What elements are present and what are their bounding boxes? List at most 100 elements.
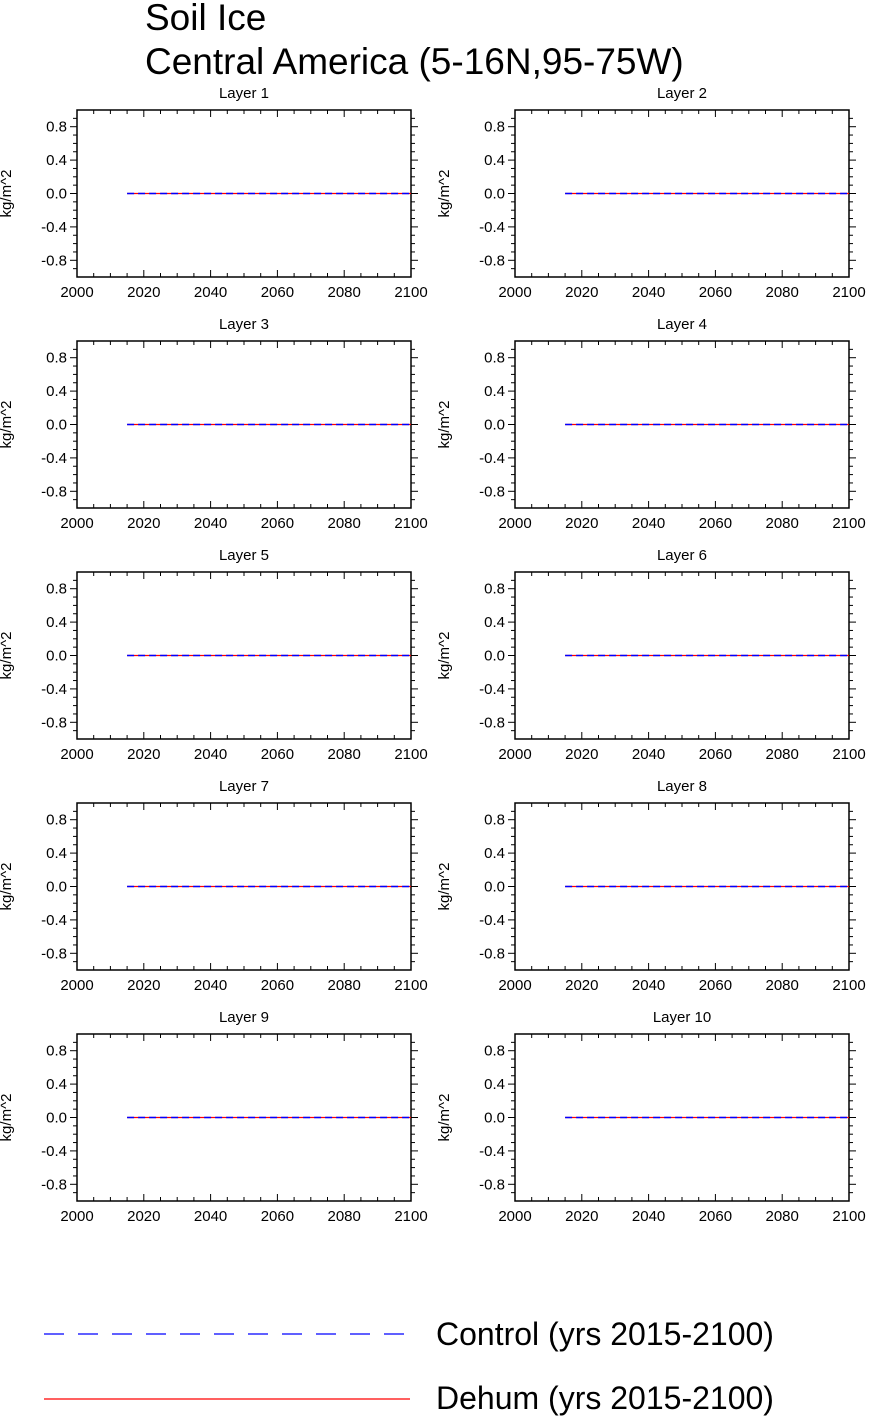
x-tick-label: 2100 xyxy=(832,1208,865,1225)
panel-3: 2000 2020 2040 2060 2080 2100 0.8 0.4 0.0 -0.4 -0.… xyxy=(0,316,428,532)
x-tick-label: 2040 xyxy=(194,977,227,994)
x-tick-label: 2060 xyxy=(699,1208,732,1225)
y-tick-label: 0.0 xyxy=(46,186,67,203)
x-tick-label: 2040 xyxy=(632,746,665,763)
x-tick-label: 2000 xyxy=(498,746,531,763)
x-tick-label: 2060 xyxy=(699,515,732,532)
y-tick-label: 0.8 xyxy=(484,581,505,598)
x-tick-label: 2020 xyxy=(565,284,598,301)
x-tick-label: 2080 xyxy=(328,1208,361,1225)
panel-title: Layer 2 xyxy=(657,85,707,102)
y-tick-label: -0.8 xyxy=(41,945,67,962)
panel-title: Layer 1 xyxy=(219,85,269,102)
y-tick-label: 0.0 xyxy=(484,648,505,665)
panel-1: 2000 2020 2040 2060 2080 2100 0.8 0.4 0.0 -0.4 -0.… xyxy=(0,85,428,301)
panel-7: 2000 2020 2040 2060 2080 2100 0.8 0.4 0.0 -0.4 -0.… xyxy=(0,778,428,994)
x-tick-label: 2060 xyxy=(261,746,294,763)
y-tick-label: -0.8 xyxy=(41,483,67,500)
legend-swatch-dehum xyxy=(44,1398,410,1400)
x-tick-label: 2080 xyxy=(328,977,361,994)
x-tick-label: 2040 xyxy=(194,746,227,763)
x-tick-label: 2100 xyxy=(394,515,427,532)
y-tick-label: 0.0 xyxy=(484,417,505,434)
y-axis-label: kg/m^2 xyxy=(436,1094,453,1142)
x-tick-label: 2000 xyxy=(60,1208,93,1225)
y-tick-label: 0.4 xyxy=(46,1076,67,1093)
y-tick-label: -0.8 xyxy=(479,252,505,269)
panel-6: 2000 2020 2040 2060 2080 2100 0.8 0.4 0.0 -0.4 -0.… xyxy=(436,547,866,763)
x-tick-label: 2060 xyxy=(261,284,294,301)
x-tick-label: 2040 xyxy=(632,1208,665,1225)
x-tick-label: 2100 xyxy=(394,977,427,994)
y-tick-label: -0.8 xyxy=(479,714,505,731)
panel-title: Layer 6 xyxy=(657,547,707,564)
y-tick-label: -0.8 xyxy=(479,945,505,962)
y-axis-label: kg/m^2 xyxy=(436,401,453,449)
panel-9: 2000 2020 2040 2060 2080 2100 0.8 0.4 0.0 -0.4 -0.… xyxy=(0,1009,428,1225)
y-tick-label: 0.0 xyxy=(46,417,67,434)
y-tick-label: 0.0 xyxy=(46,648,67,665)
panel-10: 2000 2020 2040 2060 2080 2100 0.8 0.4 0.0 -0.4 -0.… xyxy=(436,1009,866,1225)
x-tick-label: 2020 xyxy=(565,746,598,763)
panel-4: 2000 2020 2040 2060 2080 2100 0.8 0.4 0.0 -0.4 -0.… xyxy=(436,316,866,532)
panel-2: 2000 2020 2040 2060 2080 2100 0.8 0.4 0.0 -0.4 -0.… xyxy=(436,85,866,301)
x-tick-label: 2000 xyxy=(60,284,93,301)
panel-title: Layer 8 xyxy=(657,778,707,795)
x-tick-label: 2060 xyxy=(261,515,294,532)
panel-title: Layer 10 xyxy=(653,1009,711,1026)
y-tick-label: -0.4 xyxy=(479,450,505,467)
x-tick-label: 2000 xyxy=(60,746,93,763)
y-tick-label: 0.0 xyxy=(484,879,505,896)
y-axis-label: kg/m^2 xyxy=(436,170,453,218)
y-axis-label: kg/m^2 xyxy=(0,170,15,218)
y-tick-label: -0.4 xyxy=(41,1143,67,1160)
x-tick-label: 2080 xyxy=(766,284,799,301)
y-tick-label: -0.8 xyxy=(41,252,67,269)
x-tick-label: 2020 xyxy=(565,977,598,994)
y-tick-label: 0.4 xyxy=(46,152,67,169)
y-tick-label: -0.4 xyxy=(479,912,505,929)
x-tick-label: 2060 xyxy=(261,977,294,994)
x-tick-label: 2080 xyxy=(766,746,799,763)
y-axis-label: kg/m^2 xyxy=(436,632,453,680)
x-tick-label: 2100 xyxy=(832,746,865,763)
x-tick-label: 2040 xyxy=(194,515,227,532)
y-tick-label: -0.4 xyxy=(479,219,505,236)
figure-title: Soil Ice Central America (5-16N,95-75W) xyxy=(145,0,684,84)
x-tick-label: 2080 xyxy=(766,977,799,994)
y-tick-label: -0.8 xyxy=(479,1176,505,1193)
x-tick-label: 2060 xyxy=(699,284,732,301)
x-tick-label: 2000 xyxy=(498,284,531,301)
y-tick-label: -0.4 xyxy=(41,450,67,467)
x-tick-label: 2020 xyxy=(565,1208,598,1225)
x-tick-label: 2060 xyxy=(261,1208,294,1225)
panel-title: Layer 9 xyxy=(219,1009,269,1026)
x-tick-label: 2060 xyxy=(699,746,732,763)
x-tick-label: 2060 xyxy=(699,977,732,994)
x-tick-label: 2020 xyxy=(565,515,598,532)
y-tick-label: 0.8 xyxy=(46,581,67,598)
y-tick-label: 0.0 xyxy=(484,1110,505,1127)
x-tick-label: 2040 xyxy=(632,284,665,301)
x-tick-label: 2080 xyxy=(766,515,799,532)
legend-label-control: Control (yrs 2015-2100) xyxy=(436,1316,774,1352)
x-tick-label: 2100 xyxy=(394,1208,427,1225)
x-tick-label: 2080 xyxy=(328,515,361,532)
y-tick-label: 0.8 xyxy=(46,1043,67,1060)
x-tick-label: 2080 xyxy=(766,1208,799,1225)
y-tick-label: 0.8 xyxy=(46,119,67,136)
y-axis-label: kg/m^2 xyxy=(0,401,15,449)
y-axis-label: kg/m^2 xyxy=(0,632,15,680)
title-line-variable: Soil Ice xyxy=(145,0,267,38)
legend-swatch-control xyxy=(44,1333,410,1335)
y-tick-label: -0.8 xyxy=(41,714,67,731)
y-tick-label: 0.4 xyxy=(46,845,67,862)
x-tick-label: 2040 xyxy=(194,1208,227,1225)
x-tick-label: 2100 xyxy=(832,284,865,301)
y-tick-label: 0.4 xyxy=(484,845,505,862)
x-tick-label: 2040 xyxy=(632,977,665,994)
y-tick-label: 0.0 xyxy=(484,186,505,203)
x-tick-label: 2000 xyxy=(60,977,93,994)
x-tick-label: 2020 xyxy=(127,515,160,532)
y-tick-label: 0.4 xyxy=(484,152,505,169)
